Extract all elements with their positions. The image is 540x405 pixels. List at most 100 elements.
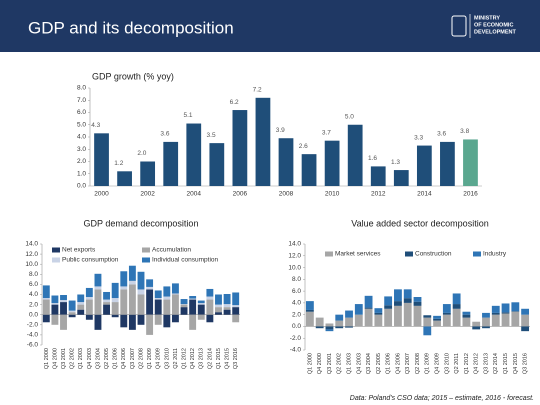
y-tick-label: -6.0 <box>27 342 39 349</box>
y-tick-label: -2.0 <box>290 335 302 342</box>
x-tick-label: Q1 2012 <box>181 348 187 369</box>
legend-label: Public consumption <box>62 257 119 264</box>
y-tick-label: 14.0 <box>288 241 301 248</box>
chart-title: GDP growth (% yoy) <box>92 71 174 81</box>
y-tick-label: 4.0 <box>292 300 301 307</box>
value-label: 3.7 <box>322 129 331 136</box>
bar-segment <box>384 296 393 306</box>
bar-segment <box>163 296 171 300</box>
bar-segment <box>315 326 324 329</box>
bar-segment <box>442 314 451 327</box>
bar-segment <box>189 314 197 330</box>
x-tick-label: Q2 2005 <box>104 348 110 369</box>
bar-segment <box>171 314 179 323</box>
legend-label: Industry <box>483 251 507 258</box>
x-tick-label: Q2 2008 <box>415 353 421 374</box>
bar-segment <box>364 307 373 309</box>
bar-segment <box>354 314 363 327</box>
bar-segment <box>472 326 481 330</box>
bar-segment <box>189 299 197 315</box>
value-label: 3.5 <box>207 132 216 139</box>
bar-segment <box>42 299 50 315</box>
bar-segment <box>180 304 188 308</box>
bar-segment <box>120 271 128 287</box>
bar-segment <box>501 303 510 313</box>
bar-segment <box>197 314 205 320</box>
bar-segment <box>223 309 231 315</box>
bar-segment <box>85 287 93 298</box>
bar-segment <box>146 314 154 335</box>
bar-segment <box>403 302 412 327</box>
x-tick-label: Q1 2006 <box>113 348 119 369</box>
bar-segment <box>491 312 500 315</box>
value-label: 5.1 <box>183 112 192 119</box>
bar-segment <box>163 299 171 315</box>
bar-segment <box>68 314 76 318</box>
y-tick-label: 6.0 <box>29 281 38 288</box>
x-tick-label: Q3 2013 <box>483 353 489 374</box>
x-tick-label: Q3 2016 <box>233 348 239 369</box>
bar-segment <box>413 301 422 306</box>
legend-label: Accumulation <box>152 247 191 254</box>
bar-segment <box>137 271 145 290</box>
bar-segment <box>154 298 162 300</box>
logo-text: DEVELOPMENT <box>474 29 517 35</box>
bar <box>140 161 156 186</box>
x-tick-label: Q2 2014 <box>493 353 499 374</box>
logo-text: OF ECONOMIC <box>474 22 513 28</box>
bar-segment <box>77 294 85 303</box>
y-tick-label: 0.0 <box>29 311 38 318</box>
logo-text: MINISTRY <box>474 15 500 21</box>
header-band <box>0 0 540 52</box>
bar <box>370 166 386 186</box>
bar-segment <box>60 314 67 330</box>
value-label: 3.3 <box>414 134 423 141</box>
bar-segment <box>452 304 461 309</box>
bar-segment <box>345 317 353 327</box>
bar-segment <box>501 313 510 327</box>
y-tick-label: -4.0 <box>27 332 39 339</box>
bar-segment <box>423 317 432 327</box>
value-label: 6.2 <box>230 99 239 106</box>
y-tick-label: 6.0 <box>77 109 86 116</box>
bar-segment <box>206 296 214 300</box>
x-tick-label: Q4 2015 <box>225 348 231 369</box>
x-tick-label: Q1 2015 <box>503 353 509 374</box>
x-tick-label: Q3 2007 <box>130 348 136 369</box>
x-tick-label: Q4 2006 <box>121 348 127 369</box>
bar-segment <box>452 308 461 327</box>
legend-label: Market services <box>335 251 381 258</box>
bar-segment <box>491 314 500 327</box>
bar-segment <box>511 311 520 327</box>
bar-segment <box>197 300 205 304</box>
bar-segment <box>354 304 363 315</box>
logo-emblem <box>451 15 467 37</box>
y-tick-label: 3.0 <box>77 146 86 153</box>
bar-segment <box>77 302 85 305</box>
bar-segment <box>511 302 520 312</box>
legend-swatch <box>142 257 150 263</box>
x-tick-label: Q4 2003 <box>87 348 93 369</box>
bar-segment <box>171 293 179 295</box>
x-tick-label: Q4 2000 <box>317 353 323 374</box>
bar-segment <box>197 304 205 315</box>
bar-segment <box>103 291 111 300</box>
bar-segment <box>60 302 67 315</box>
legend-swatch <box>142 247 150 253</box>
value-label: 3.6 <box>160 131 169 138</box>
bar-segment <box>120 314 128 328</box>
x-tick-label: 2002 <box>140 191 155 198</box>
bar-segment <box>128 314 136 330</box>
bar-segment <box>154 290 162 299</box>
bar-segment <box>521 308 530 315</box>
bar-segment <box>223 293 231 305</box>
bar-segment <box>305 311 314 327</box>
x-tick-label: Q4 2012 <box>474 353 480 374</box>
x-tick-label: Q2 2011 <box>454 353 460 374</box>
x-tick-label: Q4 2006 <box>395 353 401 374</box>
bar-segment <box>491 305 500 313</box>
x-tick-label: Q4 2000 <box>52 348 58 369</box>
x-tick-label: Q4 2003 <box>356 353 362 374</box>
x-tick-label: Q2 2005 <box>376 353 382 374</box>
y-tick-label: 2.0 <box>29 301 38 308</box>
